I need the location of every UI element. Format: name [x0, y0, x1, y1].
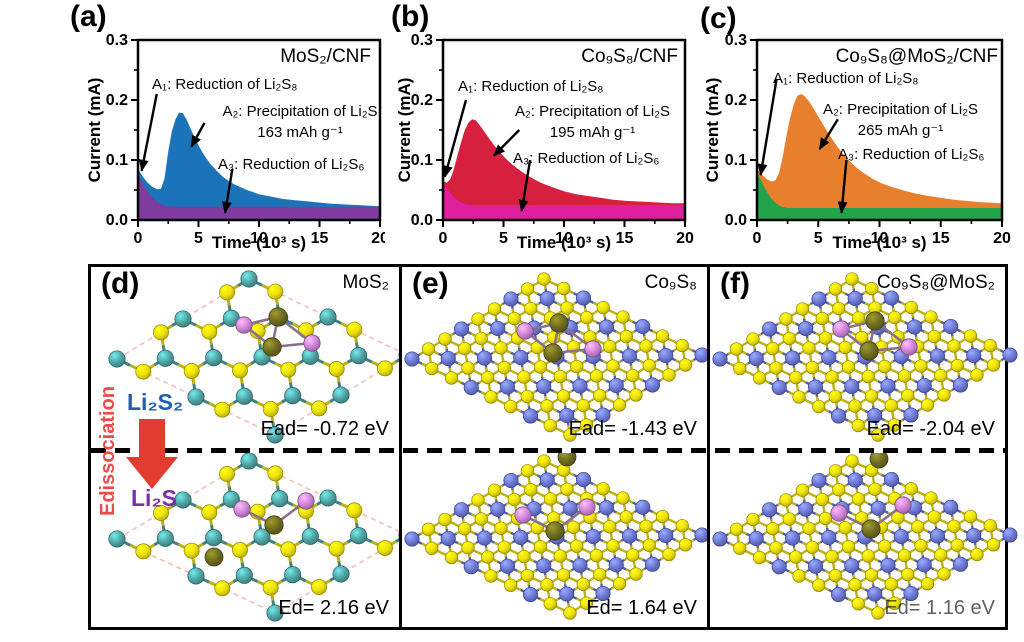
panel-e-adsorption-energy: Ead= -1.43 eV: [568, 418, 697, 440]
svg-text:0.1: 0.1: [106, 152, 128, 169]
chart-b-plot: 0 5 10 15 20 0.0 0.1 0.2 0.3: [411, 32, 694, 247]
chart-c-xlabel: Time (10³ s): [832, 233, 927, 252]
svg-text:0.0: 0.0: [106, 212, 128, 229]
li2s2-species-label: Li₂S₂: [127, 389, 184, 415]
chart-a-capacity: 163 mAh g⁻¹: [257, 124, 343, 141]
svg-text:0.1: 0.1: [411, 152, 433, 169]
panel-f-dissociation-energy: Ed= 1.16 eV: [884, 597, 995, 619]
chart-b-ylabel: Current (mA): [395, 77, 414, 183]
panel-e-lattice-li2s2: [404, 272, 710, 442]
chart-a-annotation-a2: A₂: Precipitation of Li₂S: [222, 103, 378, 120]
svg-text:20: 20: [993, 230, 1011, 247]
svg-text:10: 10: [871, 230, 889, 247]
chart-b-capacity: 195 mAh g⁻¹: [549, 124, 636, 141]
panel-d-dissociation-energy: Ed= 2.16 eV: [278, 597, 389, 619]
chart-c-title: Co₉S₈@MoS₂/CNF: [835, 46, 998, 67]
panel-c-chart: (c) Co₉S₈@MoS₂/CNF Current (mA) A₁: Redu…: [690, 0, 1024, 262]
chart-c-annotation-a3: A₃: Reduction of Li₂S₆: [838, 146, 985, 163]
chart-a-annotation-a1: A₁: Reduction of Li₂S₈: [152, 76, 298, 93]
chart-b-annotation-a3: A₃: Reduction of Li₂S₆: [513, 150, 660, 167]
chart-c-annotation-a2: A₂: Precipitation of Li₂S: [822, 101, 979, 118]
svg-text:5: 5: [499, 230, 508, 247]
svg-text:15: 15: [311, 230, 329, 247]
panel-letter-b: (b): [391, 0, 430, 33]
svg-text:5: 5: [194, 230, 203, 247]
panel-f-lattice-li2s: [712, 453, 1018, 620]
svg-text:15: 15: [932, 230, 950, 247]
chart-b-title: Co₉S₈/CNF: [581, 46, 678, 67]
panel-e-lattice-li2s: [404, 453, 710, 620]
chart-a-annotation-a3: A₃: Reduction of Li₂S₆: [218, 156, 365, 173]
svg-text:5: 5: [814, 230, 823, 247]
svg-text:15: 15: [616, 230, 634, 247]
panel-f-adsorption-energy: Ead= -2.04 eV: [866, 418, 995, 440]
li2s-species-label: Li₂S: [131, 485, 177, 511]
panel-d-lattice-li2s2: [108, 270, 399, 444]
panel-f-formula: Co₉S₈@MoS₂: [876, 272, 995, 293]
panel-e-dissociation-energy: Ed= 1.64 eV: [586, 597, 697, 619]
panel-e-formula: Co₉S₈: [644, 272, 697, 293]
panel-letter-d: (d): [101, 267, 140, 300]
panel-d-adsorption-energy: Ead= -0.72 eV: [260, 418, 389, 440]
svg-text:0: 0: [439, 230, 448, 247]
chart-c-plot: 0 5 10 15 20 0.0 0.1 0.2 0.3: [725, 32, 1011, 247]
svg-text:0.3: 0.3: [725, 32, 747, 49]
svg-text:20: 20: [371, 230, 385, 247]
chart-b-annotation-a1: A₁: Reduction of Li₂S₈: [458, 78, 604, 95]
svg-text:0.0: 0.0: [411, 212, 433, 229]
chart-b-annotation-a2: A₂: Precipitation of Li₂S: [514, 103, 671, 120]
svg-text:0.3: 0.3: [411, 32, 433, 49]
panel-e: (e) Co₉S₈ Ead= -1.43 eV Ed= 1.64 eV: [399, 267, 710, 627]
chart-c-capacity: 265 mAh g⁻¹: [857, 122, 944, 139]
panel-letter-f: (f): [720, 267, 750, 300]
dissociation-arrow-stem: [139, 419, 165, 457]
panel-letter-a: (a): [70, 0, 107, 33]
svg-text:0: 0: [753, 230, 762, 247]
chart-a-plot: 0 5 10 15 20 0.0 0.1 0.2 0.3: [106, 32, 385, 247]
panel-d: (d) MoS₂ Ead= -0.72 eV Ed= 2.16 eV: [91, 267, 399, 627]
panel-b-chart: (b) Co₉S₈/CNF Current (mA) A₁: Reduction…: [370, 0, 700, 262]
svg-text:10: 10: [555, 230, 573, 247]
panel-f-lattice-li2s2: [712, 272, 1018, 442]
svg-text:10: 10: [250, 230, 268, 247]
chart-a-xlabel: Time (10³ s): [211, 233, 307, 252]
dissociation-arrow-icon: [126, 457, 178, 489]
chart-c-ylabel: Current (mA): [703, 77, 722, 183]
chart-b-xlabel: Time (10³ s): [516, 233, 612, 252]
dissociation-energy-label: Edissociation: [97, 385, 119, 517]
dashed-separator: [91, 448, 1005, 453]
svg-text:0.2: 0.2: [725, 92, 747, 109]
chart-a-title: MoS₂/CNF: [280, 46, 371, 67]
svg-text:0.2: 0.2: [106, 92, 128, 109]
svg-text:0.3: 0.3: [106, 32, 128, 49]
svg-text:0.1: 0.1: [725, 152, 747, 169]
panel-letter-e: (e): [412, 267, 449, 300]
svg-text:0.2: 0.2: [411, 92, 433, 109]
panel-d-formula: MoS₂: [342, 272, 389, 293]
panel-a-chart: (a) MoS₂/CNF Current (mA) A₁: Reduction …: [60, 0, 385, 262]
chart-c-annotation-a1: A₁: Reduction of Li₂S₈: [773, 70, 919, 87]
svg-text:20: 20: [676, 230, 694, 247]
chart-a-ylabel: Current (mA): [85, 77, 104, 183]
dft-panels-box: (d) MoS₂ Ead= -0.72 eV Ed= 2.16 eV (e) C…: [88, 264, 1018, 630]
svg-text:0: 0: [134, 230, 143, 247]
svg-text:0.0: 0.0: [725, 212, 747, 229]
panel-d-lattice-li2s: [108, 453, 399, 622]
panel-letter-c: (c): [700, 2, 737, 35]
panel-f: (f) Co₉S₈@MoS₂ Ead= -2.04 eV Ed= 1.16 eV: [707, 267, 1018, 627]
